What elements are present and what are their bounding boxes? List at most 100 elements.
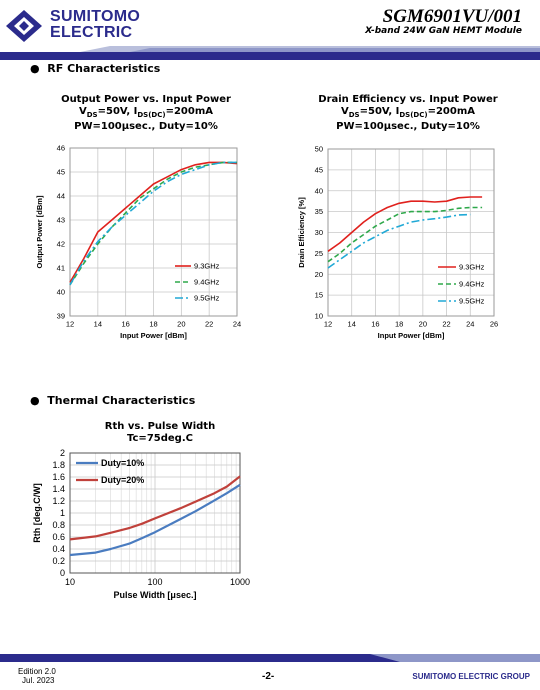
y-tick-label: 39: [57, 312, 65, 321]
product-subtitle: X-band 24W GaN HEMT Module: [365, 26, 522, 36]
chart1-title-line1: Output Power vs. Input Power: [61, 94, 231, 105]
x-tick-label: 20: [177, 320, 185, 329]
x-axis-label: Input Power [dBm]: [120, 331, 187, 340]
x-tick-label: 24: [466, 320, 474, 329]
series-line-2: [69, 475, 241, 541]
series-line-3: [327, 213, 471, 269]
x-tick-label: 12: [324, 320, 332, 329]
product-title: SGM6901VU/001: [382, 6, 522, 27]
y-axis-label: Rth [deg.C/W]: [32, 483, 42, 542]
x-tick-label: 18: [395, 320, 403, 329]
footer-band: [0, 654, 540, 662]
y-axis-label: Output Power [dBm]: [35, 195, 44, 268]
plot-border: [327, 148, 495, 317]
y-tick-label: 44: [57, 192, 65, 201]
legend-label-2: Duty=20%: [101, 475, 144, 485]
legend-label-2: 9.4GHz: [194, 278, 220, 287]
y-tick-label: 1: [60, 508, 65, 518]
y-tick-label: 1.6: [52, 472, 65, 482]
y-tick-label: 45: [57, 168, 65, 177]
series-line-1: [69, 483, 241, 557]
chart1-condition: VDS=50V, IDS(DC)=200mA: [79, 106, 213, 119]
y-axis-label: Drain Efficiency [%]: [297, 197, 306, 268]
y-tick-label: 41: [57, 264, 65, 273]
chart3-title-line1: Rth vs. Pulse Width: [104, 421, 216, 432]
legend-label-2: 9.4GHz: [459, 280, 485, 289]
x-axis-label: Input Power [dBm]: [378, 331, 445, 340]
company-logo-text: SUMITOMO ELECTRIC: [50, 9, 140, 41]
chart2-title: Drain Efficiency vs. Input Power VDS=50V…: [292, 94, 524, 133]
y-tick-label: 0.4: [52, 544, 65, 554]
y-tick-label: 1.8: [52, 460, 65, 470]
y-tick-label: 35: [315, 207, 323, 216]
y-tick-label: 1.2: [52, 496, 65, 506]
rf-section-heading: ● RF Characteristics: [30, 62, 160, 75]
chart2-title-line1: Drain Efficiency vs. Input Power: [318, 94, 498, 105]
company-name-line2: ELECTRIC: [50, 24, 133, 41]
bullet-icon: ●: [30, 62, 40, 75]
legend-label-1: Duty=10%: [101, 458, 144, 468]
x-tick-label: 20: [419, 320, 427, 329]
x-tick-label: 16: [371, 320, 379, 329]
y-tick-label: 0.6: [52, 532, 65, 542]
y-tick-label: 0.8: [52, 520, 65, 530]
rth-chart: 10 100 1000 0 0.2 0.4 0.6 0.8 1 1.2 1.4 1.6 1.8 2 Duty…: [32, 448, 250, 600]
header-band: [0, 46, 540, 60]
x-tick-label: 18: [149, 320, 157, 329]
x-tick-label: 12: [66, 320, 74, 329]
x-tick-label: 26: [490, 320, 498, 329]
x-tick-label: 14: [94, 320, 102, 329]
group-name: SUMITOMO ELECTRIC GROUP: [412, 672, 530, 681]
y-tick-label: 30: [315, 228, 323, 237]
y-tick-label: 40: [57, 288, 65, 297]
chart3-title-line2: Tc=75deg.C: [127, 433, 193, 444]
x-tick-label: 24: [233, 320, 241, 329]
x-tick-label: 14: [348, 320, 356, 329]
series-line-1: [327, 196, 483, 252]
rf-section-title: RF Characteristics: [47, 62, 161, 75]
y-tick-label: 40: [315, 186, 323, 195]
edition-text: Edition 2.0: [18, 667, 56, 676]
company-logo-icon: [6, 10, 42, 42]
edition-date: Jul. 2023: [22, 676, 55, 685]
x-tick-label: 100: [147, 577, 162, 587]
y-tick-label: 0: [60, 568, 65, 578]
plot-border: [69, 147, 238, 317]
y-tick-label: 2: [60, 448, 65, 458]
legend-label-1: 9.3GHz: [459, 263, 485, 272]
edition-info: Edition 2.0 Jul. 2023: [18, 667, 56, 685]
page-number: -2-: [262, 671, 275, 682]
thermal-section-heading: ● Thermal Characteristics: [30, 394, 195, 407]
output-power-chart: 12 14 16 18 20 22 24 39 40 41 42 43 44 45 46 9.3GHz 9.4G…: [35, 144, 241, 341]
legend-label-3: 9.5GHz: [459, 297, 485, 306]
legend-label-1: 9.3GHz: [194, 262, 220, 271]
y-tick-label: 46: [57, 144, 65, 153]
chart1-title-line3: PW=100μsec., Duty=10%: [74, 121, 218, 132]
y-tick-label: 43: [57, 216, 65, 225]
chart2-title-line3: PW=100μsec., Duty=10%: [336, 121, 480, 132]
series-line-2: [69, 161, 237, 286]
x-tick-label: 1000: [230, 577, 250, 587]
bullet-icon: ●: [30, 394, 40, 407]
plot-border: [69, 452, 241, 574]
y-tick-label: 45: [315, 165, 323, 174]
y-tick-label: 10: [315, 312, 323, 321]
company-name-line1: SUMITOMO: [50, 8, 141, 25]
y-tick-label: 1.4: [52, 484, 65, 494]
chart1-title: Output Power vs. Input Power VDS=50V, ID…: [30, 94, 262, 133]
series-line-3: [69, 161, 237, 286]
x-tick-label: 22: [205, 320, 213, 329]
thermal-section-title: Thermal Characteristics: [47, 394, 196, 407]
series-line-1: [69, 161, 238, 283]
x-tick-label: 22: [442, 320, 450, 329]
legend-label-3: 9.5GHz: [194, 294, 220, 303]
y-tick-label: 25: [315, 249, 323, 258]
y-tick-label: 42: [57, 240, 65, 249]
y-tick-label: 50: [315, 145, 323, 154]
series-line-2: [327, 206, 483, 263]
y-tick-label: 15: [315, 291, 323, 300]
y-tick-label: 0.2: [52, 556, 65, 566]
chart2-condition: VDS=50V, IDS(DC)=200mA: [341, 106, 475, 119]
x-axis-label: Pulse Width [μsec.]: [114, 590, 197, 600]
chart3-title: Rth vs. Pulse Width Tc=75deg.C: [40, 421, 280, 445]
